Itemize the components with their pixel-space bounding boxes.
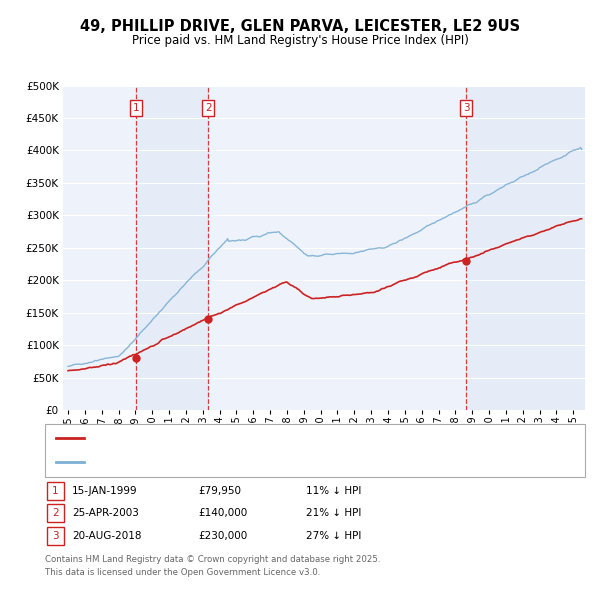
Text: 3: 3 [463, 103, 469, 113]
Bar [466, 86, 585, 410]
Text: 1: 1 [52, 486, 59, 496]
Text: 27% ↓ HPI: 27% ↓ HPI [306, 531, 361, 540]
Text: 49, PHILLIP DRIVE, GLEN PARVA, LEICESTER, LE2 9US (detached house): 49, PHILLIP DRIVE, GLEN PARVA, LEICESTER… [88, 434, 443, 443]
Text: This data is licensed under the Open Government Licence v3.0.: This data is licensed under the Open Gov… [45, 568, 320, 577]
Text: HPI: Average price, detached house, Blaby: HPI: Average price, detached house, Blab… [88, 457, 301, 467]
Text: 11% ↓ HPI: 11% ↓ HPI [306, 486, 361, 496]
Text: Contains HM Land Registry data © Crown copyright and database right 2025.: Contains HM Land Registry data © Crown c… [45, 555, 380, 564]
Text: 21% ↓ HPI: 21% ↓ HPI [306, 509, 361, 518]
Text: 2: 2 [205, 103, 211, 113]
Text: Price paid vs. HM Land Registry's House Price Index (HPI): Price paid vs. HM Land Registry's House … [131, 34, 469, 47]
Text: 2: 2 [52, 509, 59, 518]
Text: £230,000: £230,000 [198, 531, 247, 540]
Text: 1: 1 [133, 103, 139, 113]
Text: 20-AUG-2018: 20-AUG-2018 [72, 531, 142, 540]
Bar [136, 86, 208, 410]
Text: £79,950: £79,950 [198, 486, 241, 496]
Text: 15-JAN-1999: 15-JAN-1999 [72, 486, 137, 496]
Text: £140,000: £140,000 [198, 509, 247, 518]
Text: 25-APR-2003: 25-APR-2003 [72, 509, 139, 518]
Text: 49, PHILLIP DRIVE, GLEN PARVA, LEICESTER, LE2 9US: 49, PHILLIP DRIVE, GLEN PARVA, LEICESTER… [80, 19, 520, 34]
Text: 3: 3 [52, 531, 59, 540]
